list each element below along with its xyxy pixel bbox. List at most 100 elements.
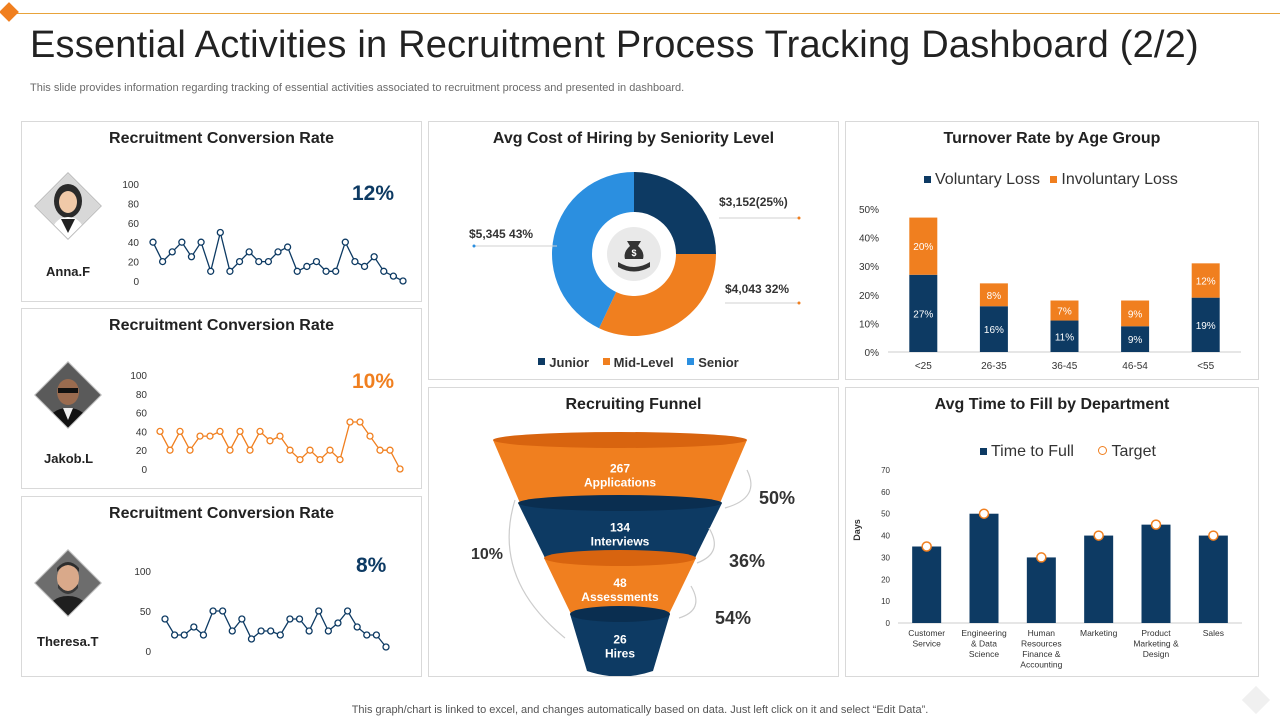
data-point [276, 432, 284, 440]
conversion-rate: 36% [729, 551, 765, 571]
conversion-rate: 54% [715, 608, 751, 628]
panel-title: Recruitment Conversion Rate [109, 317, 334, 334]
x-tick-label: Science [969, 649, 1000, 659]
stage-name: Hires [605, 647, 635, 661]
legend-time-to-full: Time to Full [991, 443, 1074, 460]
x-tick-label: Service [912, 639, 941, 649]
hand-shape [618, 262, 650, 272]
data-point [207, 267, 215, 275]
turnover-panel: Turnover Rate by Age Group Voluntary Los… [845, 121, 1259, 380]
data-point [286, 615, 294, 623]
data-point [293, 267, 301, 275]
x-tick-label: Marketing [1080, 628, 1118, 638]
data-point [158, 257, 167, 266]
series-line [159, 421, 401, 470]
y-tick-label: 20 [881, 575, 890, 584]
data-point [332, 267, 340, 275]
y-tick-label: 0 [133, 277, 139, 288]
bar [1026, 557, 1056, 623]
bar-segment [1191, 297, 1220, 352]
data-point [399, 277, 407, 285]
data-label: 12% [1196, 277, 1216, 288]
slice-label: $3,152(25%) [719, 195, 788, 209]
avg-cost-panel: Avg Cost of Hiring by Seniority Level $ $… [428, 121, 839, 380]
y-tick-label: 50% [859, 205, 879, 216]
data-point [168, 248, 176, 256]
y-tick-label: 100 [130, 371, 147, 382]
data-point [315, 607, 323, 615]
data-point [166, 446, 174, 454]
legend-swatch [687, 358, 695, 365]
y-tick-label: 20% [859, 291, 879, 302]
legend-swatch [1098, 446, 1108, 456]
turnover-stacked-bar-chart: 0% 10% 20% 30% 40% 50% 27% 20% <25 16% 8% 26-35 11% 7… [859, 205, 1241, 372]
y-tick-label: 40 [128, 238, 140, 249]
data-point [226, 446, 234, 454]
conversion-panel-anna: Recruitment Conversion Rate Anna.F 12% 1… [21, 121, 422, 302]
funnel-stage-rim [570, 606, 670, 622]
data-point [238, 615, 246, 623]
data-point [187, 253, 196, 261]
data-point [186, 446, 194, 454]
data-point [380, 267, 388, 275]
x-tick-label: <25 [915, 361, 932, 372]
data-point [370, 253, 378, 261]
data-point [245, 248, 253, 256]
data-point [206, 432, 214, 440]
y-tick-label: 30 [881, 553, 890, 562]
data-point [382, 643, 390, 651]
data-point [296, 455, 304, 464]
data-label: 7% [1057, 307, 1072, 318]
y-tick-label: 10% [859, 319, 879, 330]
target-marker [921, 541, 932, 552]
bar-segment [1050, 300, 1079, 321]
person-name: Jakob.L [44, 451, 94, 466]
data-point [190, 623, 198, 631]
funnel-stage-rim [544, 550, 696, 566]
data-point [353, 623, 361, 631]
data-point [196, 432, 204, 440]
data-label: 8% [987, 291, 1002, 302]
x-tick-label: <55 [1197, 361, 1214, 372]
data-point [274, 248, 282, 256]
data-point [303, 262, 311, 271]
data-label: 19% [1196, 321, 1216, 332]
data-label: 16% [984, 325, 1004, 336]
panel-title: Avg Cost of Hiring by Seniority Level [492, 130, 775, 147]
panel-title: Recruitment Conversion Rate [109, 130, 334, 147]
y-tick-label: 30% [859, 262, 879, 273]
x-tick-label: Product [1141, 628, 1171, 638]
stage-name: Assessments [581, 590, 659, 604]
cost-legend: Junior Mid-Level Senior [429, 354, 838, 370]
legend-swatch [538, 358, 546, 365]
y-tick-label: 50 [140, 607, 152, 618]
data-point [236, 427, 244, 436]
dollar-sign: $ [631, 248, 636, 258]
y-tick-label: 50 [881, 510, 890, 519]
legend-swatch [980, 448, 987, 456]
data-point [255, 257, 263, 266]
leader-dot [797, 216, 801, 220]
series-line [164, 609, 387, 648]
x-tick-label: Engineering [961, 628, 1007, 638]
top-rule [14, 13, 1280, 14]
conversion-arc [724, 469, 752, 509]
legend-junior: Junior [549, 355, 590, 371]
x-tick-label: Design [1143, 649, 1170, 659]
conversion-arc [696, 527, 715, 564]
person-name: Anna.F [46, 264, 91, 279]
bar-segment [979, 283, 1008, 307]
turnover-legend: Voluntary Loss Involuntary Loss [914, 171, 1178, 189]
target-marker [1150, 519, 1162, 530]
y-tick-label: 40 [136, 427, 148, 438]
page-subtitle: This slide provides information regardin… [30, 82, 685, 94]
cost-donut-chart: $ $3,152(25%) $4,043 32% $5,345 43% [469, 172, 801, 336]
leader-dot [472, 244, 476, 248]
data-point [264, 257, 273, 266]
data-point [266, 437, 274, 445]
bar [1141, 524, 1171, 623]
time-to-fill-legend: Time to Full Target [970, 443, 1156, 461]
stage-name: Interviews [591, 535, 650, 549]
target-marker [1093, 530, 1104, 541]
